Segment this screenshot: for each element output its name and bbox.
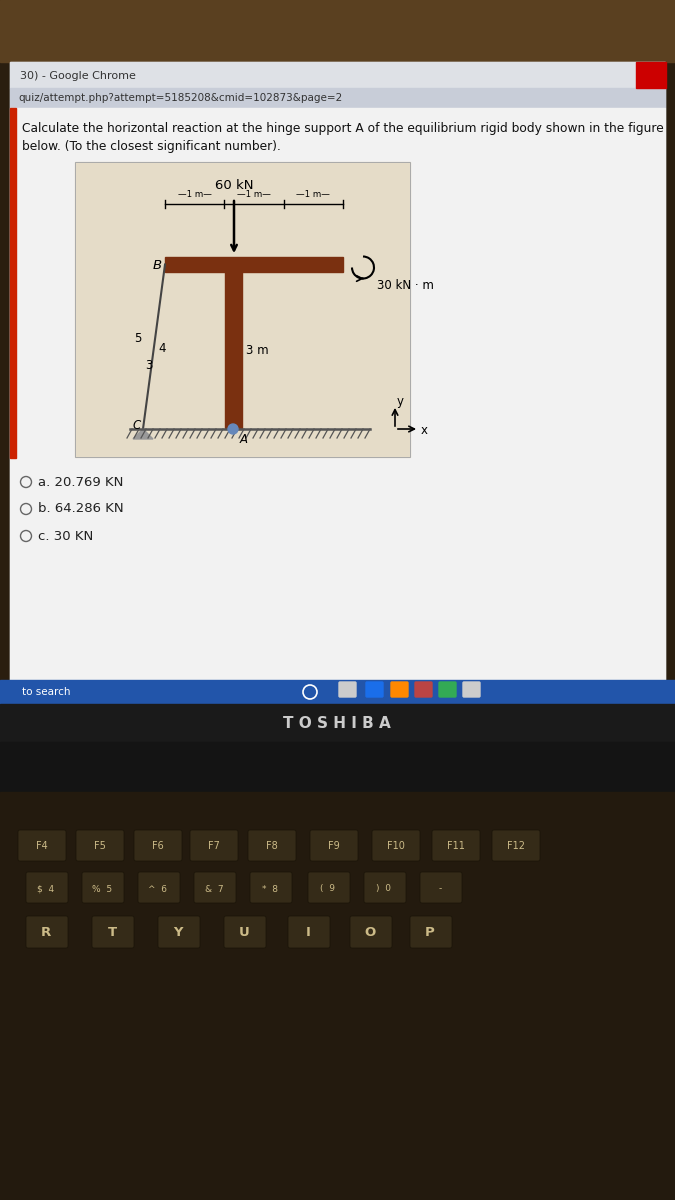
Bar	[0, 704, 675, 742]
Polygon shape	[133, 428, 153, 439]
Bar	[75, 162, 410, 457]
Text: 30) - Google Chrome: 30) - Google Chrome	[20, 71, 136, 80]
Text: F9: F9	[328, 841, 340, 851]
FancyBboxPatch shape	[372, 830, 420, 862]
Text: 5: 5	[134, 331, 142, 344]
FancyBboxPatch shape	[288, 916, 330, 948]
FancyBboxPatch shape	[364, 872, 406, 902]
Text: F12: F12	[507, 841, 525, 851]
Text: B: B	[153, 259, 162, 272]
FancyBboxPatch shape	[18, 830, 66, 862]
Text: F7: F7	[208, 841, 220, 851]
Text: Y: Y	[173, 926, 183, 940]
Bar	[10, 62, 665, 722]
FancyBboxPatch shape	[158, 916, 200, 948]
FancyBboxPatch shape	[82, 872, 124, 902]
FancyBboxPatch shape	[76, 830, 124, 862]
Text: F6: F6	[152, 841, 164, 851]
Text: R: R	[41, 926, 51, 940]
Text: 30 kN · m: 30 kN · m	[377, 278, 434, 292]
Text: A: A	[240, 433, 248, 446]
FancyBboxPatch shape	[366, 682, 383, 697]
FancyBboxPatch shape	[339, 682, 356, 697]
Text: $  4: $ 4	[37, 884, 55, 894]
Text: (  9: ( 9	[321, 884, 335, 894]
FancyBboxPatch shape	[310, 830, 358, 862]
Text: F4: F4	[36, 841, 48, 851]
Text: O: O	[364, 926, 375, 940]
Text: —1 m—: —1 m—	[178, 190, 211, 199]
Bar	[225, 272, 242, 428]
FancyBboxPatch shape	[26, 916, 68, 948]
Text: )  0: ) 0	[377, 884, 392, 894]
Text: to search: to search	[22, 686, 70, 697]
Text: 4: 4	[158, 342, 166, 355]
FancyBboxPatch shape	[420, 872, 462, 902]
FancyBboxPatch shape	[250, 872, 292, 902]
Bar	[165, 257, 343, 272]
Bar	[10, 108, 665, 722]
FancyBboxPatch shape	[190, 830, 238, 862]
FancyBboxPatch shape	[439, 682, 456, 697]
Text: I: I	[306, 926, 311, 940]
Text: below. (To the closest significant number).: below. (To the closest significant numbe…	[22, 140, 281, 152]
FancyBboxPatch shape	[224, 916, 266, 948]
FancyBboxPatch shape	[92, 916, 134, 948]
Text: ^  6: ^ 6	[148, 884, 167, 894]
Text: x: x	[421, 424, 428, 437]
FancyBboxPatch shape	[391, 682, 408, 697]
FancyBboxPatch shape	[432, 830, 480, 862]
Text: F11: F11	[447, 841, 465, 851]
Text: T: T	[107, 926, 117, 940]
Text: 60 kN: 60 kN	[215, 179, 253, 192]
Text: &  7: & 7	[205, 884, 223, 894]
Text: T O S H I B A: T O S H I B A	[283, 715, 391, 731]
Text: quiz/attempt.php?attempt=5185208&cmid=102873&page=2: quiz/attempt.php?attempt=5185208&cmid=10…	[18, 92, 342, 103]
Text: -: -	[438, 884, 441, 894]
FancyBboxPatch shape	[138, 872, 180, 902]
Text: b. 64.286 KN: b. 64.286 KN	[38, 503, 124, 516]
Bar	[0, 0, 675, 62]
Text: —1 m—: —1 m—	[237, 190, 271, 199]
Text: c. 30 KN: c. 30 KN	[38, 529, 93, 542]
Text: Calculate the horizontal reaction at the hinge support A of the equilibrium rigi: Calculate the horizontal reaction at the…	[22, 122, 664, 134]
Text: 3: 3	[145, 359, 153, 372]
Bar	[75, 162, 410, 457]
Text: C: C	[133, 419, 141, 432]
FancyBboxPatch shape	[26, 872, 68, 902]
Text: *  8: * 8	[262, 884, 278, 894]
FancyBboxPatch shape	[410, 916, 452, 948]
FancyBboxPatch shape	[248, 830, 296, 862]
Text: P: P	[425, 926, 435, 940]
FancyBboxPatch shape	[350, 916, 392, 948]
FancyBboxPatch shape	[463, 682, 480, 697]
Text: F5: F5	[94, 841, 106, 851]
FancyBboxPatch shape	[492, 830, 540, 862]
Bar	[636, 62, 666, 88]
Bar	[0, 680, 675, 704]
Text: F10: F10	[387, 841, 405, 851]
Bar	[10, 108, 16, 458]
Text: —1 m—: —1 m—	[296, 190, 330, 199]
FancyBboxPatch shape	[415, 682, 432, 697]
Text: U: U	[239, 926, 249, 940]
Bar	[10, 88, 665, 108]
FancyBboxPatch shape	[134, 830, 182, 862]
Bar	[0, 742, 675, 792]
Text: %  5: % 5	[92, 884, 112, 894]
Text: 3 m: 3 m	[246, 344, 269, 358]
FancyBboxPatch shape	[308, 872, 350, 902]
Bar	[0, 792, 675, 1200]
Circle shape	[228, 424, 238, 434]
Text: y: y	[397, 396, 404, 408]
FancyBboxPatch shape	[194, 872, 236, 902]
Text: F8: F8	[266, 841, 278, 851]
Text: a. 20.769 KN: a. 20.769 KN	[38, 475, 124, 488]
Bar	[10, 62, 665, 88]
